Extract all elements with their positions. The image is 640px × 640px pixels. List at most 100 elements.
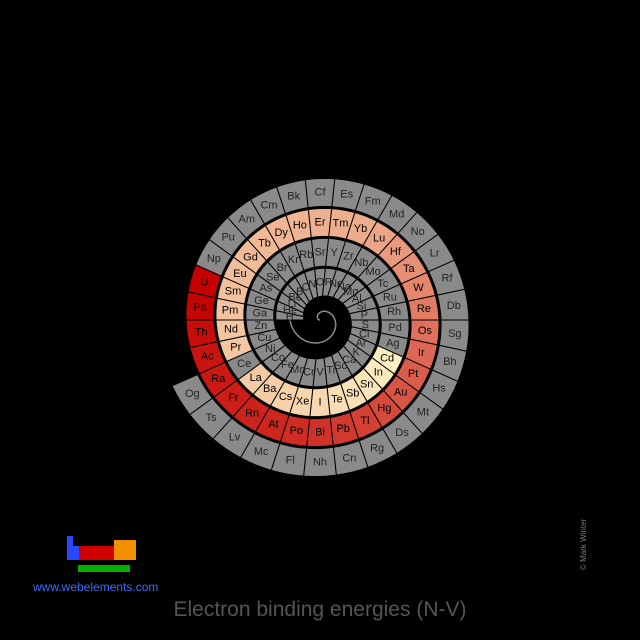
element-symbol: Am (239, 213, 256, 225)
element-cell-bh[interactable]: Bh (431, 344, 468, 383)
element-symbol: Si (357, 301, 367, 313)
element-symbol: Ta (403, 263, 416, 275)
element-symbol: Pu (221, 231, 234, 243)
element-symbol: Cn (342, 452, 356, 464)
element-symbol: Mc (254, 446, 269, 458)
element-symbol: Tl (360, 415, 369, 427)
element-symbol: Re (417, 303, 431, 315)
element-symbol: Mt (417, 407, 429, 419)
element-symbol: Ar (356, 338, 367, 350)
element-symbol: Kr (288, 254, 299, 266)
element-cell-fe[interactable]: Fe (272, 350, 301, 381)
element-symbol: Lv (229, 432, 241, 444)
element-symbol: V (316, 367, 324, 379)
element-cell-cd[interactable]: Cd (371, 344, 404, 375)
element-symbol: P (361, 309, 368, 321)
element-cell-ba[interactable]: Ba (252, 372, 286, 407)
element-symbol: H (286, 311, 294, 323)
element-cell-rh[interactable]: Rh (378, 301, 410, 321)
element-symbol: Sc (334, 360, 347, 372)
element-symbol: At (268, 419, 278, 431)
element-cell-dy[interactable]: Dy (264, 214, 296, 251)
element-symbol: Md (389, 208, 404, 220)
element-cell-au[interactable]: Au (382, 374, 420, 413)
element-symbol: Li (288, 298, 297, 310)
element-symbol: Ts (206, 412, 218, 424)
element-symbol: Mo (365, 266, 380, 278)
element-symbol: Tc (377, 278, 389, 290)
element-symbol: Cm (260, 199, 277, 211)
element-symbol: In (374, 367, 383, 379)
element-symbol: Hf (390, 246, 402, 258)
element-symbol: F (325, 276, 332, 288)
element-cell-ru[interactable]: Ru (373, 283, 407, 309)
element-cell-th[interactable]: Th (185, 319, 218, 349)
element-symbol: Po (290, 425, 303, 437)
element-cell-nd[interactable]: Nd (215, 319, 248, 342)
element-symbol: O (316, 277, 325, 289)
element-symbol: Np (207, 253, 221, 265)
element-cell-cu[interactable]: Cu (247, 328, 281, 350)
element-symbol: Bi (315, 427, 325, 439)
element-symbol: Te (331, 394, 343, 406)
element-symbol: Tm (333, 218, 349, 230)
element-symbol: Ho (293, 220, 307, 232)
element-cell-po[interactable]: Po (279, 414, 311, 447)
element-cell-sb[interactable]: Sb (340, 376, 368, 412)
element-symbol: Fe (281, 359, 294, 371)
element-symbol: Pm (222, 305, 239, 317)
element-symbol: Ga (252, 308, 268, 320)
element-symbol: S (362, 319, 369, 331)
element-symbol: Fm (365, 196, 381, 208)
element-cell-zn[interactable]: Zn (245, 319, 277, 336)
element-symbol: No (411, 226, 425, 238)
element-cell-mn[interactable]: Mn (284, 354, 309, 386)
element-cell-pb[interactable]: Pb (329, 411, 360, 446)
element-symbol: Bh (443, 356, 456, 368)
element-cell-xe[interactable]: Xe (289, 386, 314, 418)
element-symbol: Cr (303, 366, 315, 378)
site-link[interactable]: www.webelements.com (33, 580, 159, 594)
element-symbol: Rg (370, 442, 384, 454)
element-cell-np[interactable]: Np (195, 238, 233, 277)
element-symbol: Bk (287, 190, 300, 202)
element-symbol: Pb (336, 423, 349, 435)
element-symbol: Br (277, 262, 288, 274)
element-symbol: Rf (442, 273, 454, 285)
element-symbol: La (250, 372, 263, 384)
element-symbol: Fr (228, 392, 239, 404)
element-symbol: Cs (279, 391, 293, 403)
element-cell-bk[interactable]: Bk (276, 179, 309, 215)
element-symbol: Mn (290, 364, 305, 376)
element-cell-pm[interactable]: Pm (215, 297, 246, 321)
element-cell-la[interactable]: La (237, 362, 273, 395)
element-symbol: Hg (377, 403, 391, 415)
element-symbol: Os (418, 325, 433, 337)
element-symbol: Rn (245, 407, 259, 419)
element-symbol: B (296, 286, 303, 298)
element-symbol: Nb (354, 257, 368, 269)
diagram-title: Electron binding energies (N-V) (173, 598, 467, 621)
element-symbol: Og (185, 388, 200, 400)
element-symbol: Cl (359, 328, 369, 340)
element-cell-os[interactable]: Os (409, 319, 440, 346)
element-symbol: Zr (343, 251, 354, 263)
element-symbol: Hs (432, 383, 446, 395)
element-cell-am[interactable]: Am (226, 198, 266, 240)
element-cell-ra[interactable]: Ra (198, 361, 238, 398)
element-cell-ag[interactable]: Ag (376, 332, 409, 358)
element-cell-sn[interactable]: Sn (352, 367, 383, 403)
element-symbol: Sb (346, 388, 359, 400)
element-symbol: Cu (257, 332, 271, 344)
element-symbol: Al (352, 293, 362, 305)
element-symbol: U (200, 277, 208, 289)
element-symbol: Sg (448, 328, 461, 340)
element-symbol: Rh (387, 306, 401, 318)
element-symbol: Xe (296, 396, 309, 408)
element-cell-og[interactable]: Og (171, 373, 214, 416)
element-symbol: Sm (225, 286, 242, 298)
element-symbol: W (413, 282, 424, 294)
